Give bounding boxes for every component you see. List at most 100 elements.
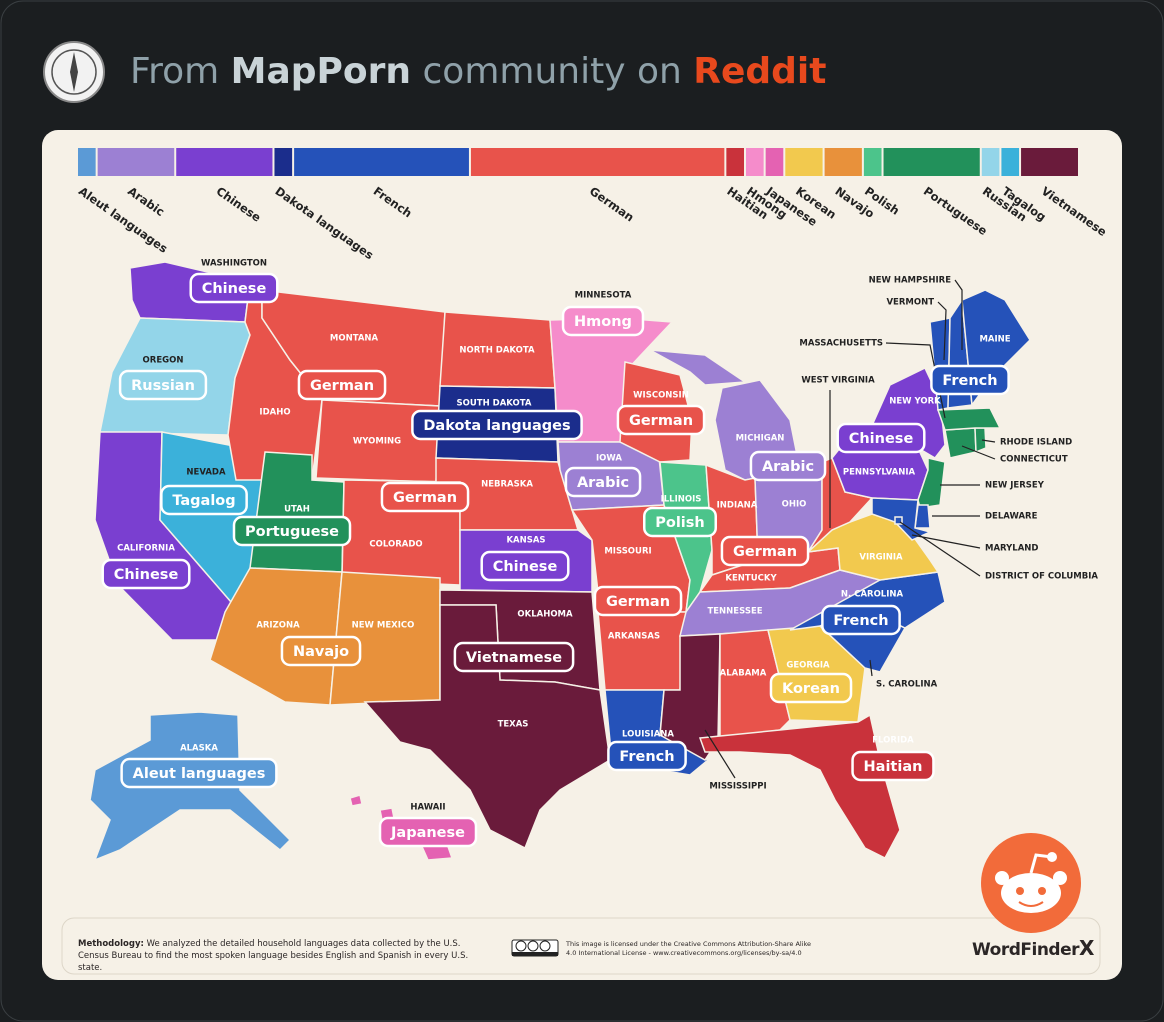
state-name: NEVADA <box>186 468 226 478</box>
legend-swatch <box>470 148 725 176</box>
pill-label: Chinese <box>493 559 558 575</box>
state-name: OREGON <box>143 356 184 366</box>
state-name: MONTANA <box>330 334 379 344</box>
pill-label: French <box>619 749 674 765</box>
leader-line <box>899 521 981 577</box>
state-name: S. CAROLINA <box>876 680 938 690</box>
pill-bg <box>480 550 570 582</box>
state-name: ALABAMA <box>720 669 767 679</box>
pill-label: Tagalog <box>172 493 235 509</box>
language-pill: Portuguese <box>232 515 352 547</box>
legend-swatch <box>883 148 980 176</box>
state-name: MICHIGAN <box>736 434 785 444</box>
pill-label: Aleut languages <box>133 766 266 782</box>
state-name: NEW YORK <box>889 397 941 407</box>
reddit-ear <box>1053 871 1067 885</box>
state[interactable] <box>719 629 791 739</box>
reddit-ear <box>995 871 1009 885</box>
pill-bg <box>189 272 279 304</box>
language-pill: German <box>616 404 706 436</box>
community-name[interactable]: MapPorn <box>231 51 411 92</box>
pill-bg <box>561 305 645 337</box>
state-name: MISSISSIPPI <box>709 782 766 792</box>
state-name: N. CAROLINA <box>841 590 904 600</box>
state-name: MISSOURI <box>604 547 651 557</box>
logo-ring <box>51 49 97 95</box>
state[interactable] <box>363 604 611 850</box>
legend-swatch <box>1001 148 1020 176</box>
pill-label: Portuguese <box>245 524 339 540</box>
pill-label: Arabic <box>577 475 629 491</box>
leader-line <box>869 659 873 677</box>
pill-label: German <box>606 594 670 610</box>
title-middle: community on <box>423 51 682 92</box>
state[interactable] <box>698 713 901 859</box>
state-name: GEORGIA <box>786 661 830 671</box>
language-pill: Tagalog <box>160 484 248 516</box>
language-pill: Dakota languages <box>411 409 583 441</box>
state-name: WYOMING <box>353 437 401 447</box>
reddit-smile <box>1018 901 1044 907</box>
pill-bg <box>232 515 352 547</box>
state-name: COLORADO <box>369 540 422 550</box>
pill-label: German <box>629 413 693 429</box>
state[interactable] <box>944 427 977 459</box>
pill-bg <box>720 535 810 567</box>
pill-bg <box>821 604 901 636</box>
legend-swatch <box>863 148 882 176</box>
state-name: IDAHO <box>259 408 290 418</box>
state-name: OHIO <box>782 500 807 510</box>
pill-label: Chinese <box>849 431 914 447</box>
reddit-antenna-line <box>1029 853 1053 874</box>
pill-bg <box>769 672 853 704</box>
state-name: PENNSYLVANIA <box>843 468 916 478</box>
pill-bg <box>280 635 362 667</box>
platform-name[interactable]: Reddit <box>693 51 826 92</box>
legend-swatch <box>176 148 273 176</box>
methodology: Methodology: We analyzed the detailed ho… <box>78 938 478 974</box>
language-pill: Chinese <box>189 272 279 304</box>
pill-label: Dakota languages <box>423 418 570 434</box>
state-name: TEXAS <box>498 720 529 730</box>
pill-label: Polish <box>655 515 704 531</box>
language-pill: German <box>593 585 683 617</box>
pill-bg <box>380 481 470 513</box>
legend-swatch <box>765 148 784 176</box>
legend-swatch <box>294 148 469 176</box>
pill-bg <box>930 364 1010 396</box>
language-pill: Chinese <box>836 422 926 454</box>
leader-line <box>937 301 947 361</box>
state-name: LOUISIANA <box>622 730 674 740</box>
pill-bg <box>453 641 575 673</box>
language-pill: Korean <box>769 672 853 704</box>
language-pill: Hmong <box>561 305 645 337</box>
pill-label: Chinese <box>114 567 179 583</box>
pill-bg <box>411 409 583 441</box>
brand-logo[interactable]: WordFinderX <box>972 936 1094 960</box>
title-prefix: From <box>130 51 219 92</box>
language-pill: Aleut languages <box>120 757 278 789</box>
reddit-face <box>1001 873 1061 913</box>
pill-label: Russian <box>131 378 195 394</box>
reddit-eye <box>1016 887 1024 895</box>
state-name: WISCONSIN <box>633 391 689 401</box>
language-pill: French <box>821 604 901 636</box>
footer-box <box>61 917 1101 975</box>
state-name: FLORIDA <box>872 736 914 746</box>
pill-label: Japanese <box>390 825 465 841</box>
state-name: RHODE ISLAND <box>1000 438 1072 448</box>
state[interactable] <box>936 407 1002 431</box>
state-name: NEW HAMPSHIRE <box>869 276 952 286</box>
pill-bg <box>297 369 387 401</box>
state[interactable] <box>597 611 687 691</box>
language-pill: Chinese <box>101 558 191 590</box>
logo-compass <box>70 52 78 92</box>
pill-bg <box>378 816 478 848</box>
legend-swatch <box>1021 148 1078 176</box>
state-name: MARYLAND <box>985 544 1038 554</box>
language-pill: Vietnamese <box>453 641 575 673</box>
state-name: DELAWARE <box>985 512 1038 522</box>
legend-swatch <box>78 148 96 176</box>
pill-bg <box>607 740 687 772</box>
